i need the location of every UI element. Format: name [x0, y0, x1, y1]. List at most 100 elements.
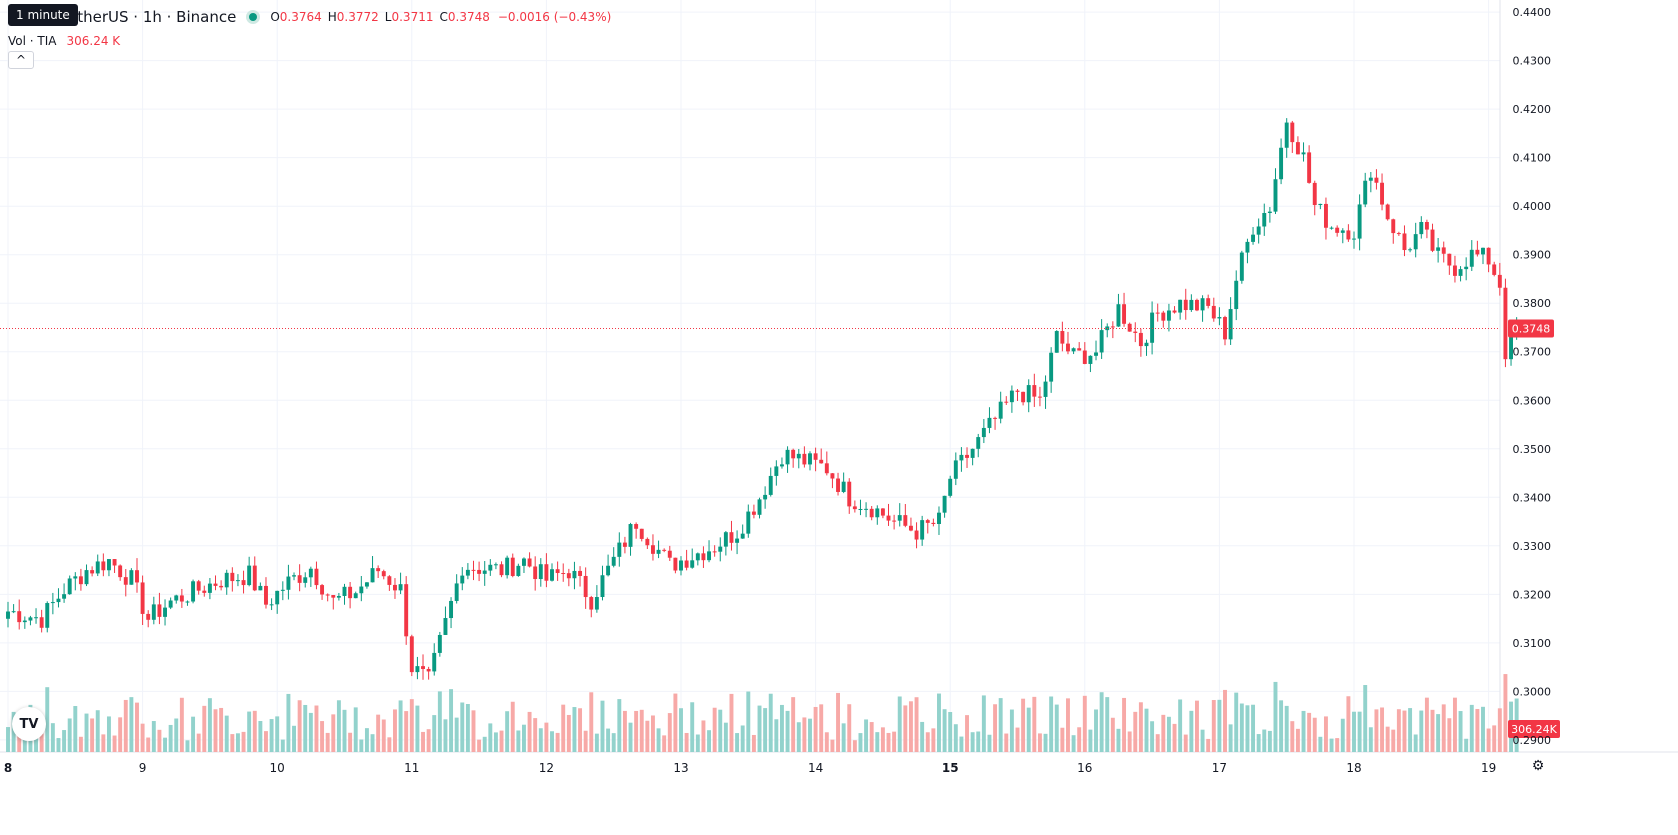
volume-bar	[1368, 727, 1373, 752]
candle-body	[673, 557, 678, 571]
volume-bar	[555, 732, 560, 752]
candle-body	[1004, 401, 1009, 403]
gear-icon[interactable]: ⚙	[1531, 758, 1545, 774]
volume-bar	[1110, 717, 1115, 752]
volume-bar	[258, 721, 263, 752]
candle-body	[1060, 331, 1065, 344]
candle-body	[1183, 299, 1188, 311]
candle-body	[1413, 234, 1418, 250]
volume-bar	[1430, 709, 1435, 752]
volume-bar	[196, 733, 201, 752]
volume-label[interactable]: Vol · TIA	[8, 34, 57, 48]
candle-body	[185, 601, 190, 603]
candle-body	[280, 589, 285, 591]
volume-bar	[729, 693, 734, 752]
candle-body	[101, 561, 106, 571]
candle-body	[970, 448, 975, 458]
price-axis[interactable]: 0.2900 0.3000 0.3100 0.3200 0.3300 0.3400 0.35…	[1513, 6, 1552, 747]
volume-bar	[864, 719, 869, 752]
candle-body	[522, 558, 526, 566]
symbol-title[interactable]: etherUS · 1h · Binance	[68, 8, 237, 26]
candle-body	[454, 583, 459, 601]
candle-body	[1144, 342, 1149, 347]
volume-bar	[505, 711, 510, 752]
candle-body	[1481, 247, 1485, 255]
candle-body	[650, 545, 655, 554]
volume-bar	[841, 723, 846, 752]
y-tick-label: 0.4300	[1513, 55, 1552, 68]
candle-body	[90, 570, 95, 574]
candle-body	[1066, 343, 1070, 352]
x-tick-label: 12	[539, 761, 554, 775]
volume-bar	[398, 700, 403, 752]
volume-bar	[550, 731, 554, 752]
tradingview-logo-icon[interactable]: TV	[12, 707, 46, 741]
candle-body	[639, 528, 644, 539]
volume-bar	[701, 720, 706, 752]
candle-body	[17, 611, 22, 623]
low-label: L	[384, 10, 392, 24]
candle-body	[22, 620, 27, 623]
market-status-icon[interactable]	[246, 10, 261, 24]
volume-bar	[1357, 711, 1362, 752]
candle-body	[241, 580, 246, 586]
volume-bar	[628, 722, 633, 752]
volume-bar	[230, 734, 235, 752]
last-volume-badge	[1508, 720, 1560, 738]
volume-bar	[235, 733, 240, 752]
volume-bar	[292, 725, 296, 752]
candle-body	[286, 576, 291, 590]
y-tick-label: 0.3200	[1513, 588, 1552, 601]
volume-bar	[488, 723, 493, 752]
volume-bar	[465, 704, 470, 752]
candle-body	[1009, 390, 1014, 403]
candle-body	[78, 576, 83, 585]
volume-bar	[594, 733, 599, 752]
y-tick-label: 0.3000	[1513, 685, 1552, 698]
y-tick-label: 0.3800	[1513, 297, 1552, 310]
candle-body	[1352, 238, 1356, 240]
volume-bar	[421, 731, 425, 752]
volume-bar	[308, 712, 313, 752]
y-tick-label: 0.3700	[1513, 346, 1552, 359]
volume-bar	[336, 700, 341, 752]
candle-body	[1402, 233, 1407, 251]
candle-body	[942, 495, 947, 513]
candle-body	[533, 566, 538, 580]
candle-body	[404, 584, 409, 637]
candle-body	[1329, 227, 1334, 229]
volume-legend: Vol · TIA 306.24 K	[8, 32, 120, 50]
candle-body	[342, 586, 347, 596]
collapse-legend-button[interactable]: ^	[8, 51, 34, 69]
candle-body	[95, 561, 100, 574]
volume-bar	[1475, 708, 1480, 752]
volume-bar	[219, 707, 224, 752]
volume-bar	[1043, 733, 1048, 752]
volume-bar	[1346, 696, 1351, 752]
volume-bar	[342, 709, 347, 752]
volume-bar	[1307, 712, 1312, 752]
candle-body	[1318, 203, 1323, 206]
volume-bar	[404, 711, 409, 752]
candle-body	[1071, 348, 1076, 352]
candle-body	[712, 551, 717, 553]
volume-bar	[606, 728, 611, 752]
volume-bar	[168, 724, 173, 752]
candle-body	[998, 401, 1003, 419]
candle-body	[897, 515, 902, 521]
volume-bar	[808, 718, 812, 752]
y-tick-label: 0.3400	[1513, 491, 1552, 504]
y-tick-label: 0.3900	[1513, 249, 1552, 262]
candle-body	[516, 565, 521, 576]
volume-bar	[1363, 685, 1368, 752]
candle-body	[151, 604, 156, 620]
last-volume-label: 306.24K	[1511, 723, 1557, 736]
volume-bar	[836, 692, 840, 752]
volume-bar	[763, 708, 768, 752]
volume-bar	[1183, 734, 1188, 752]
candle-body	[1239, 252, 1244, 281]
time-axis[interactable]: 8 9 10 11 12 13 14 15 16 17 18 19	[4, 761, 1496, 775]
volume-bar	[880, 727, 885, 752]
candle-body	[219, 585, 224, 588]
